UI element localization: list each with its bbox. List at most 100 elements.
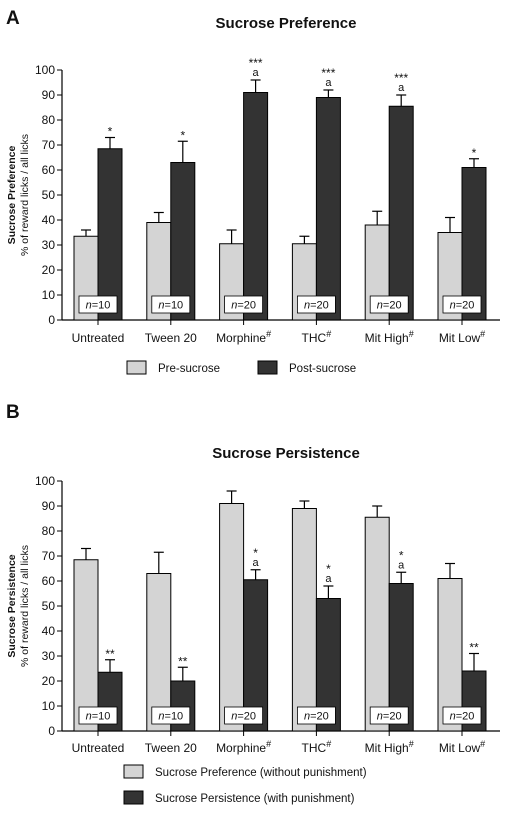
significance-stars: * [108, 125, 113, 139]
n-label-box [442, 295, 482, 314]
category-superscript: # [266, 739, 271, 749]
n-label-value: =20 [456, 300, 475, 312]
n-label-letter: n [450, 711, 456, 723]
legend-swatch [123, 790, 144, 805]
n-label: n=20 [304, 711, 329, 723]
n-label-letter: n [158, 711, 164, 723]
n-label: n=20 [450, 711, 475, 723]
category-name: Tween 20 [145, 741, 197, 755]
n-label-box [442, 706, 482, 725]
significance-letter: a [253, 557, 260, 569]
y-tick-label: 70 [42, 138, 56, 152]
legend-swatch [126, 360, 147, 375]
n-label-value: =20 [237, 711, 256, 723]
y-tick-label: 30 [42, 649, 56, 663]
y-tick-label: 40 [42, 213, 56, 227]
n-label-box [369, 706, 409, 725]
category-label: Morphine# [216, 329, 271, 345]
chart-title: Sucrose Persistence [212, 445, 360, 462]
n-label-letter: n [86, 711, 92, 723]
n-label-value: =10 [165, 300, 184, 312]
category-name: Untreated [72, 331, 125, 345]
y-tick-label: 40 [42, 624, 56, 638]
category-superscript: # [266, 329, 271, 339]
legend-label: Pre-sucrose [158, 363, 220, 375]
n-label-box [151, 706, 191, 725]
n-label-box [369, 295, 409, 314]
n-label-value: =10 [92, 300, 111, 312]
y-tick-label: 20 [42, 263, 56, 277]
n-label-letter: n [377, 711, 383, 723]
category-label: Untreated [72, 741, 125, 755]
category-name: Untreated [72, 741, 125, 755]
n-label-value: =20 [383, 711, 402, 723]
category-label: Morphine# [216, 739, 271, 755]
category-label: Mit High# [365, 329, 414, 345]
bar [170, 162, 196, 321]
n-label-value: =20 [456, 711, 475, 723]
chart-title: Sucrose Preference [216, 15, 357, 32]
n-label-letter: n [231, 300, 237, 312]
category-label: Mit Low# [439, 739, 485, 755]
y-tick-label: 20 [42, 674, 56, 688]
category-name: Tween 20 [145, 331, 197, 345]
bar [243, 92, 269, 321]
significance-stars: *** [321, 66, 335, 80]
bar [388, 583, 414, 732]
significance-stars: * [180, 128, 185, 142]
significance-stars: *** [249, 56, 263, 70]
category-label: Tween 20 [145, 741, 197, 755]
n-label: n=10 [158, 711, 183, 723]
legend-swatch [257, 360, 278, 375]
n-label: n=20 [231, 711, 256, 723]
n-label-value: =10 [92, 711, 111, 723]
category-label: Untreated [72, 331, 125, 345]
y-tick-label: 0 [48, 313, 55, 327]
category-name: Mit High [365, 741, 409, 755]
bar [388, 105, 414, 321]
y-tick-label: 50 [42, 599, 56, 613]
category-label: THC# [302, 739, 332, 755]
significance-stars: ** [469, 641, 479, 655]
significance-letter: a [398, 559, 405, 571]
y-axis-label: % of reward licks / all licks [19, 134, 31, 256]
y-tick-label: 100 [35, 474, 55, 488]
n-label-box [78, 295, 118, 314]
n-label-letter: n [231, 711, 237, 723]
y-tick-label: 80 [42, 524, 56, 538]
bar [73, 559, 99, 732]
n-label-value: =20 [310, 711, 329, 723]
significance-stars: ** [178, 654, 188, 668]
y-tick-label: 0 [48, 724, 55, 738]
legend-swatch [123, 764, 144, 779]
significance-stars: * [399, 548, 404, 562]
n-label-letter: n [158, 300, 164, 312]
y-tick-label: 10 [42, 699, 56, 713]
n-label: n=20 [304, 300, 329, 312]
y-tick-label: 90 [42, 88, 56, 102]
legend-label: Sucrose Persistence (with punishment) [155, 793, 355, 805]
significance-letter: a [398, 82, 405, 94]
category-superscript: # [326, 739, 331, 749]
category-name: THC [302, 331, 327, 345]
significance-stars: * [326, 562, 331, 576]
n-label-value: =20 [383, 300, 402, 312]
bar [219, 503, 245, 732]
n-label-value: =20 [237, 300, 256, 312]
category-superscript: # [409, 329, 414, 339]
bar [364, 516, 390, 732]
y-axis-label-bold: Sucrose Preference [6, 146, 18, 245]
category-name: Mit Low [439, 331, 481, 345]
n-label-letter: n [304, 300, 310, 312]
y-tick-label: 80 [42, 113, 56, 127]
y-axis-label-bold: Sucrose Persistence [6, 554, 18, 657]
category-label: Tween 20 [145, 331, 197, 345]
n-label-box [296, 706, 336, 725]
category-superscript: # [409, 739, 414, 749]
n-label: n=10 [158, 300, 183, 312]
n-label: n=10 [86, 711, 111, 723]
category-name: THC [302, 741, 327, 755]
n-label-letter: n [304, 711, 310, 723]
